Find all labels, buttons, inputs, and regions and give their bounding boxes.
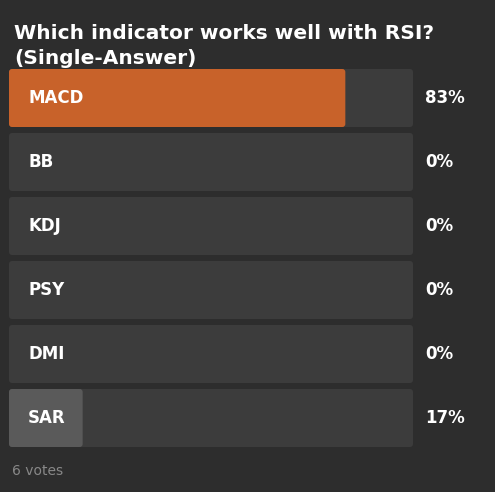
Text: Which indicator works well with RSI?: Which indicator works well with RSI? — [14, 24, 434, 43]
Text: (Single-Answer): (Single-Answer) — [14, 49, 197, 68]
FancyBboxPatch shape — [9, 69, 413, 127]
Text: BB: BB — [28, 153, 53, 171]
Text: PSY: PSY — [28, 281, 64, 299]
FancyBboxPatch shape — [9, 325, 413, 383]
Text: 0%: 0% — [425, 281, 453, 299]
FancyBboxPatch shape — [9, 261, 413, 319]
Text: 6 votes: 6 votes — [12, 464, 63, 478]
FancyBboxPatch shape — [9, 69, 346, 127]
Text: 17%: 17% — [425, 409, 465, 427]
FancyBboxPatch shape — [9, 389, 83, 447]
Text: MACD: MACD — [28, 89, 83, 107]
FancyBboxPatch shape — [9, 197, 413, 255]
Text: DMI: DMI — [28, 345, 64, 363]
Text: 0%: 0% — [425, 153, 453, 171]
Text: 83%: 83% — [425, 89, 465, 107]
Text: KDJ: KDJ — [28, 217, 61, 235]
FancyBboxPatch shape — [9, 389, 413, 447]
Text: 0%: 0% — [425, 345, 453, 363]
FancyBboxPatch shape — [9, 133, 413, 191]
Text: 0%: 0% — [425, 217, 453, 235]
Text: SAR: SAR — [28, 409, 66, 427]
